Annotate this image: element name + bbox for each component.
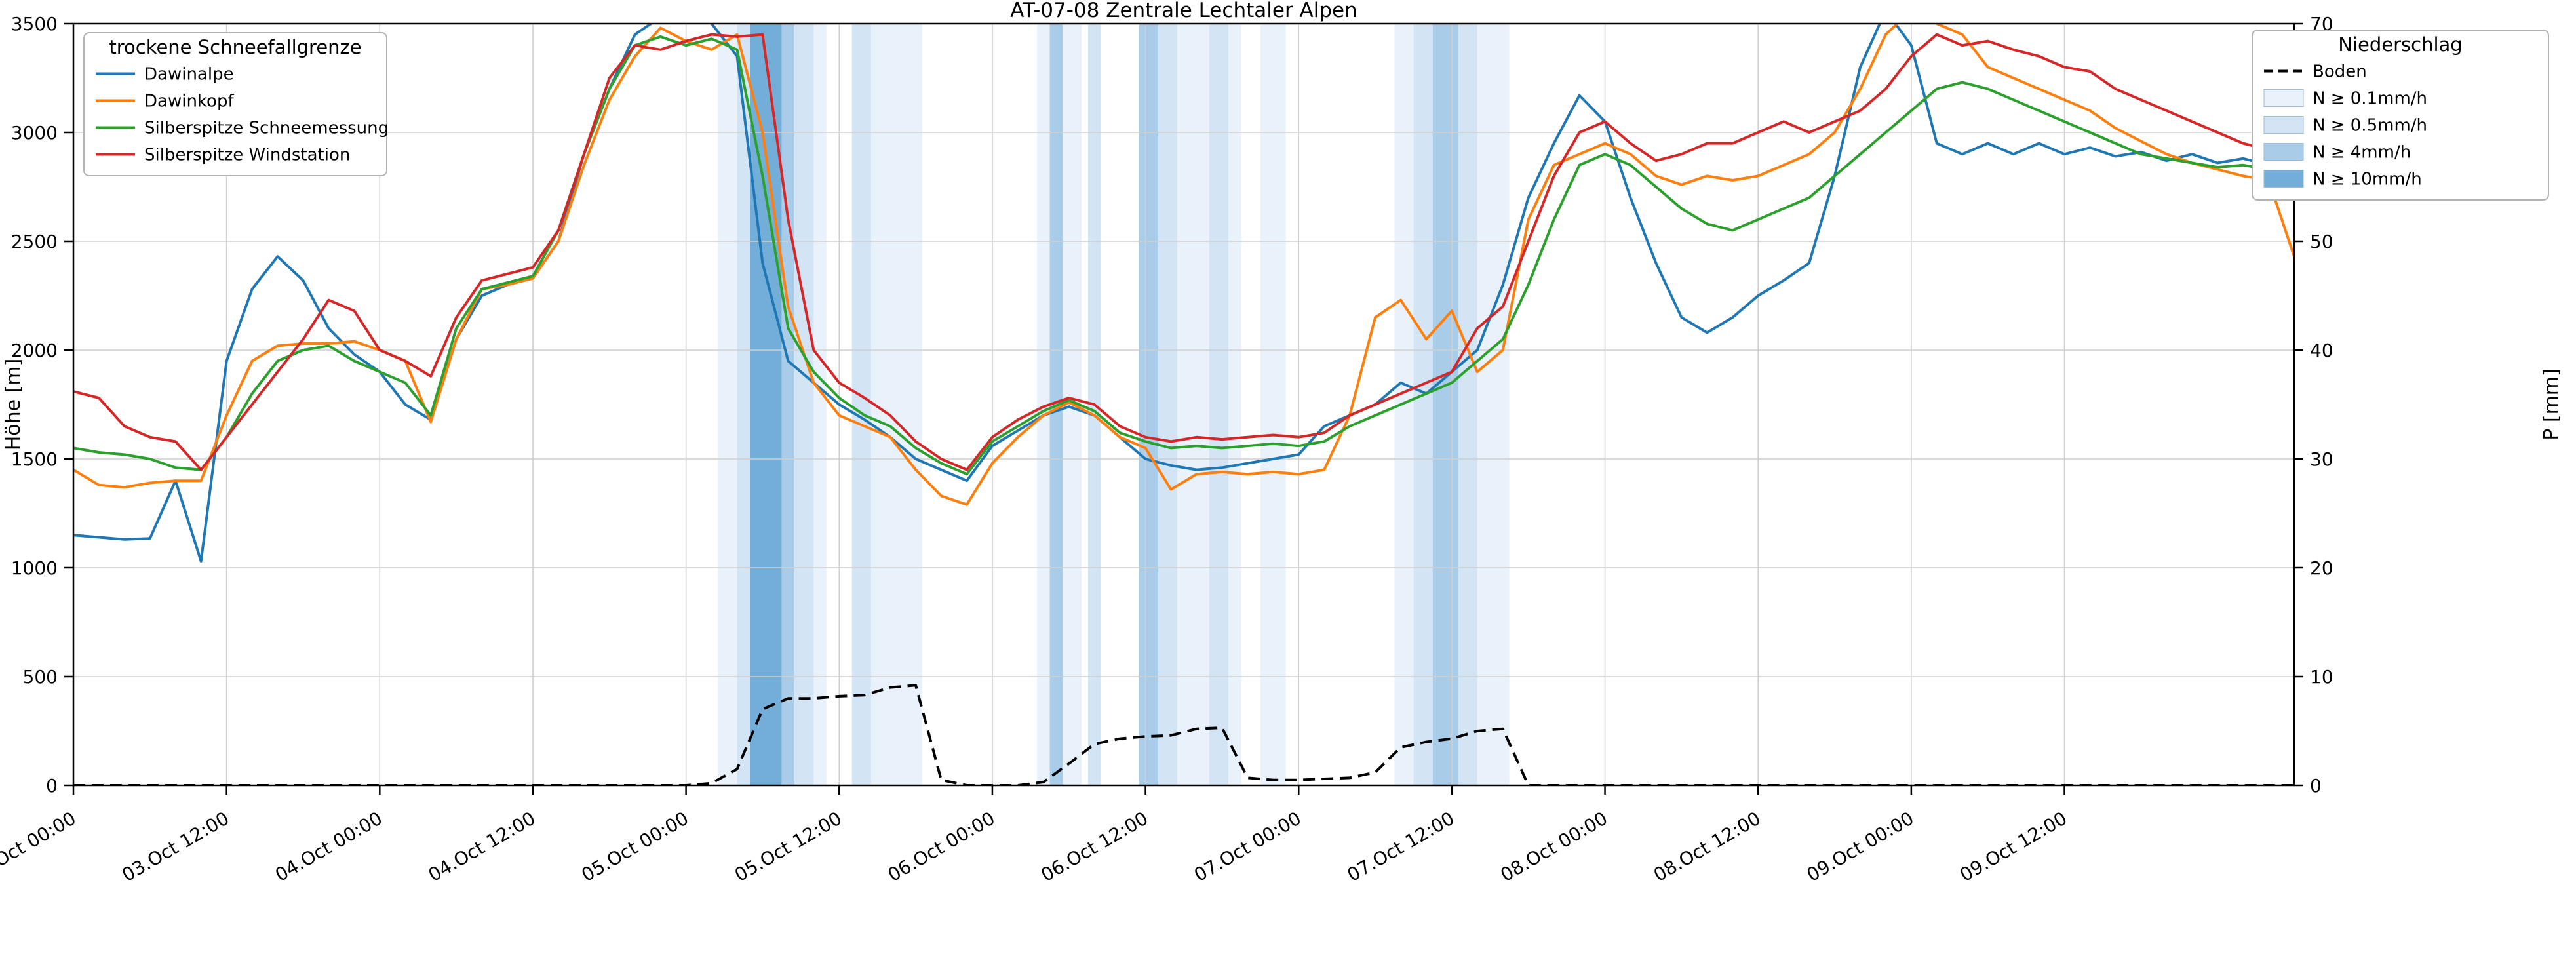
x-tick-label: 06.Oct 00:00 [884, 807, 999, 886]
y-left-tick-label: 500 [23, 666, 58, 688]
precip-band [718, 24, 737, 785]
y-left-tick-label: 1500 [11, 448, 58, 470]
x-tick-label: 08.Oct 00:00 [1496, 807, 1611, 886]
precip-band [737, 24, 750, 785]
legend-label-silberspitze-windstation: Silberspitze Windstation [144, 146, 350, 165]
precip-band [1037, 24, 1050, 785]
x-tick-label: 06.Oct 12:00 [1037, 807, 1152, 886]
x-tick-label: 04.Oct 00:00 [271, 807, 386, 886]
x-tick-label: 05.Oct 12:00 [731, 807, 846, 886]
precip-band [781, 24, 795, 785]
x-tick-label: 09.Oct 12:00 [1956, 807, 2071, 886]
legend-label-n-4mm-h: N ≥ 4mm/h [2313, 143, 2411, 163]
legend-swatch-n-10mm-h [2263, 170, 2304, 188]
y-right-tick-label: 20 [2310, 557, 2333, 579]
y-axis-left-label: Höhe [m] [2, 359, 25, 451]
legend-snowfall-line: trockene Schneefallgrenze Dawinalpe Dawink… [83, 32, 389, 176]
x-tick-label: 07.Oct 12:00 [1344, 807, 1458, 886]
precip-band [1260, 24, 1286, 785]
precip-band [1177, 24, 1209, 785]
legend-label-boden: Boden [2313, 62, 2367, 82]
y-left-tick-label: 3500 [11, 13, 58, 35]
y-right-tick-label: 50 [2310, 231, 2333, 252]
x-axis: 03.Oct 00:00 03.Oct 12:00 04.Oct 00:00 04.O… [0, 785, 2071, 886]
y-axis-right-label: P [mm] [2540, 368, 2563, 440]
legend-title: Niederschlag [2338, 33, 2462, 56]
precip-band [870, 24, 922, 785]
precip-intensity-bands [718, 24, 1510, 785]
precip-band [1413, 24, 1433, 785]
legend-label-n-10mm-h: N ≥ 10mm/h [2313, 170, 2422, 189]
series-line-dawinkopf [73, 24, 2294, 506]
legend-title: trockene Schneefallgrenze [109, 36, 361, 58]
legend-swatch-n-0-1mm-h [2263, 89, 2304, 107]
precip-band [794, 24, 814, 785]
precip-band [1139, 24, 1159, 785]
x-tick-label: 09.Oct 00:00 [1803, 807, 1918, 886]
plot-border [72, 22, 2295, 787]
y-right-tick-label: 40 [2310, 340, 2333, 361]
y-right-tick-label: 30 [2310, 448, 2333, 470]
legend-label-n-0-1mm-h: N ≥ 0.1mm/h [2313, 89, 2427, 109]
legend-precipitation: Niederschlag Boden N ≥ 0.1mm/h N ≥ 0.5mm/h N… [2252, 30, 2549, 201]
precip-band [1458, 24, 1477, 785]
legend-label-silberspitze-schneemessung: Silberspitze Schneemessung [144, 119, 389, 138]
legend-label-dawinkopf: Dawinkopf [144, 92, 234, 111]
y-left-tick-label: 2500 [11, 231, 58, 252]
precip-band [1477, 24, 1510, 785]
y-axis-left: 0 500 1000 1500 2000 2500 3000 3500 [11, 13, 73, 797]
chart-title: AT-07-08 Zentrale Lechtaler Alpen [1010, 0, 1357, 22]
x-tick-label: 03.Oct 00:00 [0, 807, 80, 886]
precip-band [1228, 24, 1241, 785]
y-right-tick-label: 10 [2310, 666, 2333, 688]
precip-band [1432, 24, 1458, 785]
x-tick-label: 03.Oct 12:00 [119, 807, 233, 886]
legend-swatch-n-0-5mm-h [2263, 116, 2304, 134]
precip-band [1209, 24, 1229, 785]
y-left-tick-label: 2000 [11, 340, 58, 361]
precip-band [851, 24, 871, 785]
precip-band [1158, 24, 1178, 785]
legend-label-dawinalpe: Dawinalpe [144, 65, 234, 85]
x-tick-label: 07.Oct 00:00 [1190, 807, 1305, 886]
legend-box [83, 32, 387, 176]
x-tick-label: 05.Oct 00:00 [578, 807, 693, 886]
y-left-tick-label: 1000 [11, 557, 58, 579]
legend-swatch-n-4mm-h [2263, 143, 2304, 161]
legend-box [2252, 30, 2549, 201]
x-tick-label: 08.Oct 12:00 [1650, 807, 1765, 886]
series-line-silberspitze-windstation [73, 33, 2294, 471]
y-left-tick-label: 3000 [11, 122, 58, 144]
precip-band [813, 24, 827, 785]
legend-label-n-0-5mm-h: N ≥ 0.5mm/h [2313, 116, 2427, 136]
series-line-silberspitze-schneemessung [73, 35, 2294, 476]
x-tick-label: 04.Oct 12:00 [425, 807, 539, 886]
y-left-tick-label: 0 [46, 775, 58, 797]
y-right-tick-label: 0 [2310, 775, 2322, 797]
